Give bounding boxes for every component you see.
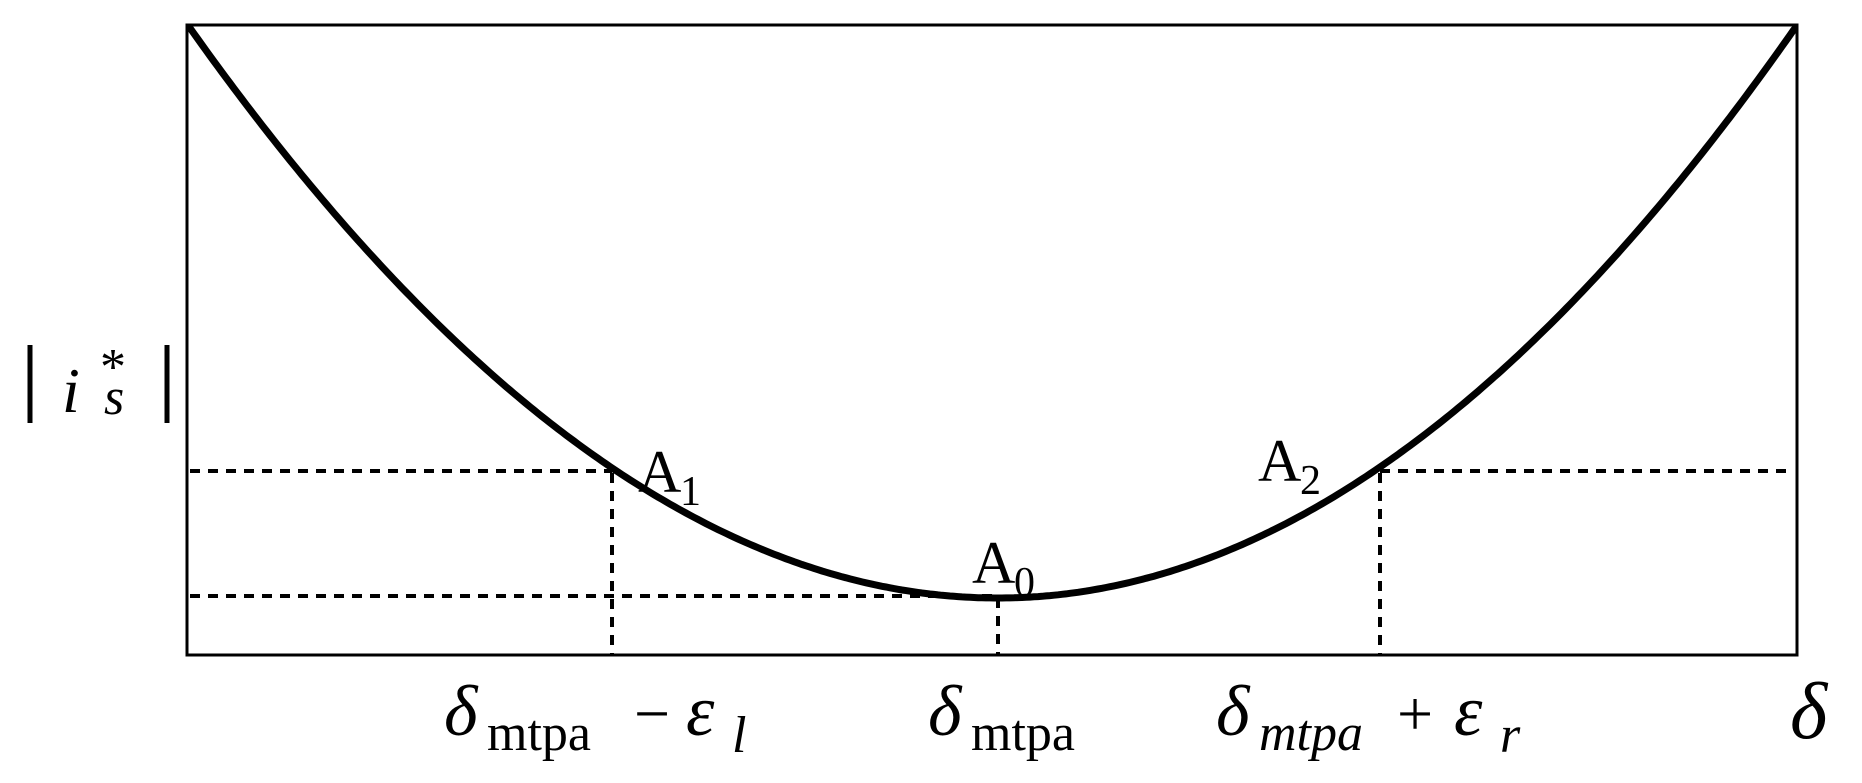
y-label-base: i bbox=[62, 355, 80, 426]
y-label-superscript: * bbox=[100, 339, 126, 396]
svg-text:δ: δ bbox=[444, 671, 479, 751]
plot-frame bbox=[185, 23, 1799, 657]
svg-text:ε: ε bbox=[1454, 671, 1483, 751]
point-label-a1: A 1 bbox=[638, 439, 701, 515]
svg-text:A: A bbox=[972, 530, 1015, 596]
guide-lines bbox=[190, 469, 1792, 655]
svg-text:2: 2 bbox=[1300, 458, 1321, 504]
svg-text:δ: δ bbox=[928, 671, 963, 751]
svg-text:l: l bbox=[732, 707, 746, 764]
tick-label-left: δ mtpa − ε l bbox=[444, 671, 746, 764]
svg-text:1: 1 bbox=[680, 469, 701, 515]
svg-text:A: A bbox=[1258, 428, 1301, 494]
y-label-subscript: s bbox=[104, 369, 124, 426]
svg-text:0: 0 bbox=[1014, 560, 1035, 606]
svg-text:δ: δ bbox=[1216, 671, 1251, 751]
y-axis-label: i * s bbox=[27, 339, 170, 426]
svg-text:r: r bbox=[1500, 707, 1521, 764]
x-axis-label: δ bbox=[1790, 668, 1829, 756]
svg-text:mtpa: mtpa bbox=[1259, 705, 1363, 762]
point-label-a0: A 0 bbox=[972, 530, 1035, 606]
tick-label-right: δ mtpa + ε r bbox=[1216, 671, 1521, 764]
point-label-a2: A 2 bbox=[1258, 428, 1321, 504]
svg-text:ε: ε bbox=[686, 671, 715, 751]
svg-text:mtpa: mtpa bbox=[971, 705, 1075, 762]
svg-text:−: − bbox=[634, 678, 670, 749]
tick-label-center: δ mtpa bbox=[928, 671, 1075, 762]
svg-text:A: A bbox=[638, 439, 681, 505]
current-magnitude-curve bbox=[186, 24, 1798, 602]
svg-text:+: + bbox=[1397, 678, 1433, 749]
svg-text:mtpa: mtpa bbox=[487, 705, 591, 762]
